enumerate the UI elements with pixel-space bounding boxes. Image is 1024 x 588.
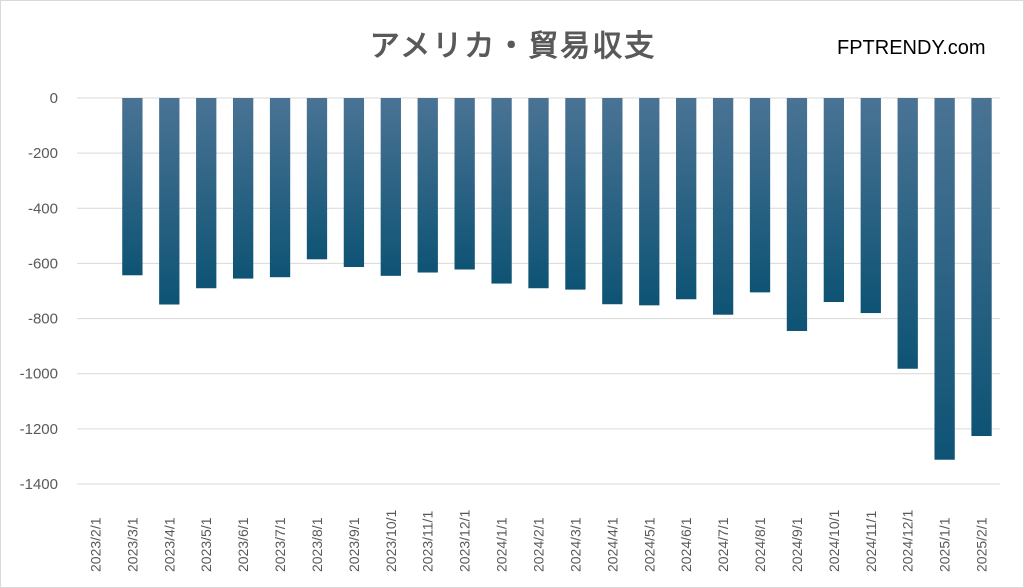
bar [639,98,660,306]
bars [122,98,992,460]
bar [232,98,254,279]
y-tick-label: -600 [28,255,58,272]
x-tick-label: 2024/3/1 [567,517,583,572]
bar [676,98,697,300]
x-tick-label: 2023/3/1 [124,517,140,572]
bar [159,98,180,305]
bar [454,98,475,270]
bar [897,98,918,369]
bar [269,98,291,278]
x-tick-label: 2023/11/1 [420,511,436,572]
x-tick-label: 2024/4/1 [604,517,620,572]
bar [971,98,992,437]
y-tick-label: -400 [28,200,58,217]
bar [306,98,328,260]
bar [122,98,143,276]
x-tick-label: 2023/2/1 [87,517,103,572]
bar [343,98,365,268]
y-tick-label: -1000 [20,366,58,383]
x-tick-label: 2024/5/1 [641,517,657,572]
x-tick-label: 2024/11/1 [863,511,879,572]
x-tick-label: 2023/5/1 [198,517,214,572]
x-tick-label: 2024/7/1 [715,517,731,572]
x-tick-label: 2024/2/1 [531,517,547,572]
x-tick-label: 2023/10/1 [383,510,399,572]
bar [380,98,401,276]
x-tick-label: 2023/4/1 [161,517,177,572]
x-tick-label: 2023/6/1 [235,517,251,572]
y-tick-label: -1400 [20,476,58,493]
x-tick-label: 2024/10/1 [826,510,842,572]
y-tick-label: -1200 [20,421,58,438]
x-tick-label: 2023/7/1 [272,517,288,572]
x-tick-label: 2024/1/1 [494,517,510,572]
bar [417,98,438,273]
bar [860,98,881,314]
chart-title: アメリカ・貿易収支 [369,29,657,64]
x-axis-ticks: 2023/2/1 2023/3/1 2023/4/1 2023/5/1 2023/6/1… [87,510,989,572]
bar [528,98,549,289]
x-tick-label: 2025/2/1 [974,517,990,572]
bar [602,98,623,305]
bar [786,98,808,331]
bar [823,98,845,303]
bar [491,98,512,284]
site-watermark: FPTRENDY.com [837,37,986,59]
y-tick-label: -200 [28,145,58,162]
x-tick-label: 2025/1/1 [937,517,953,572]
x-tick-label: 2023/9/1 [346,517,362,572]
x-tick-label: 2023/12/1 [457,510,473,572]
bar [712,98,734,315]
y-axis-ticks: 0 -200 -400 -600 -800 -1000 -1200 -1400 [20,90,58,493]
bar [934,98,955,460]
x-tick-label: 2023/8/1 [309,517,325,572]
bar [749,98,771,293]
y-tick-label: 0 [50,90,58,107]
x-tick-label: 2024/6/1 [678,517,694,572]
bar [565,98,586,290]
bar [196,98,217,289]
x-tick-label: 2024/8/1 [752,517,768,572]
x-tick-label: 2024/9/1 [789,517,805,572]
y-tick-label: -800 [28,311,58,328]
x-tick-label: 2024/12/1 [900,510,916,572]
